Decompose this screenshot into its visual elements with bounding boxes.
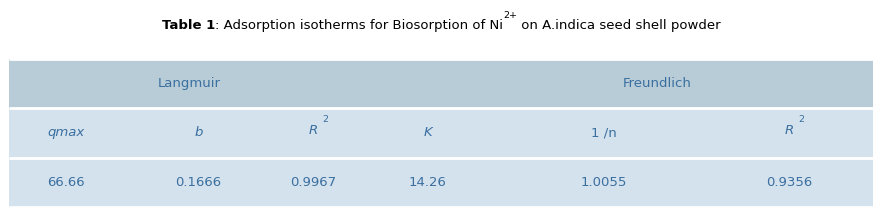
Text: 2: 2	[322, 115, 328, 124]
Text: R: R	[785, 124, 794, 137]
Text: 0.9967: 0.9967	[290, 176, 336, 189]
Text: 1 /n: 1 /n	[591, 126, 617, 139]
Text: 2+: 2+	[503, 11, 517, 20]
Text: 2: 2	[798, 115, 804, 124]
Text: 0.1666: 0.1666	[176, 176, 221, 189]
Text: Table 1: Table 1	[161, 19, 215, 32]
Text: 14.26: 14.26	[409, 176, 446, 189]
Text: 66.66: 66.66	[48, 176, 85, 189]
Text: on A.indica seed shell powder: on A.indica seed shell powder	[517, 19, 721, 32]
Bar	[9, 59, 873, 108]
Text: R: R	[309, 124, 318, 137]
Text: Langmuir: Langmuir	[158, 77, 221, 90]
Bar	[9, 158, 873, 207]
Text: b: b	[194, 126, 203, 139]
Text: Freundlich: Freundlich	[623, 77, 691, 90]
Text: K: K	[423, 126, 432, 139]
Text: : Adsorption isotherms for Biosorption of Ni: : Adsorption isotherms for Biosorption o…	[215, 19, 503, 32]
Bar	[9, 108, 873, 158]
Text: 1.0055: 1.0055	[581, 176, 627, 189]
Text: 0.9356: 0.9356	[766, 176, 812, 189]
Text: qmax: qmax	[48, 126, 85, 139]
